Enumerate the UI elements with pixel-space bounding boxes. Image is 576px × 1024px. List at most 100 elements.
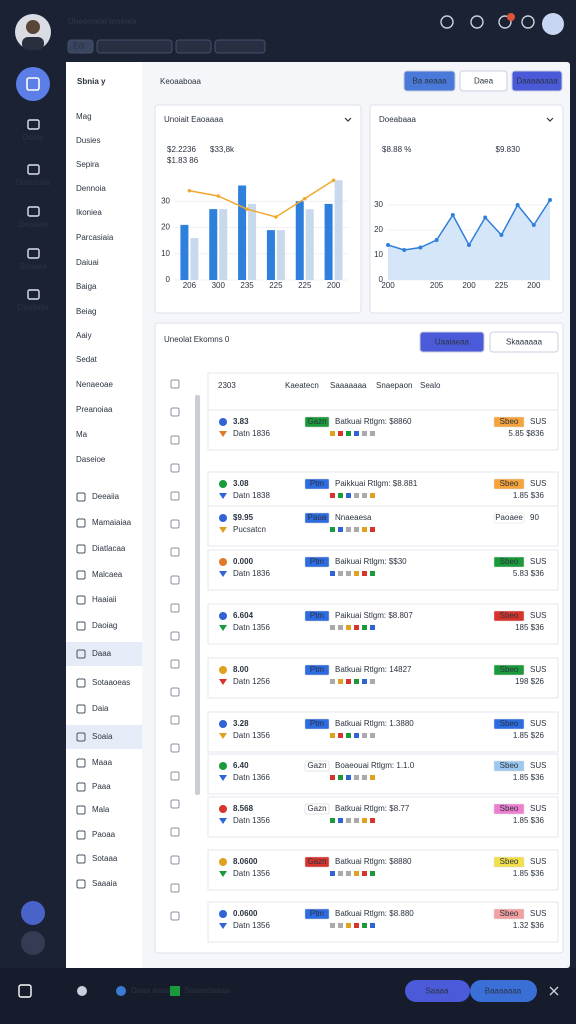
nav-item[interactable]: Ikoniea	[76, 208, 102, 217]
rail-icon[interactable]	[27, 289, 40, 300]
rail-icon[interactable]	[27, 164, 40, 175]
row-tool-icon[interactable]	[170, 883, 180, 893]
nav-item[interactable]: Soaia	[92, 732, 113, 741]
rail-icon[interactable]	[27, 206, 40, 217]
table-row[interactable]	[207, 505, 559, 547]
nav-item[interactable]: Sepira	[76, 160, 100, 169]
header-icon[interactable]	[521, 15, 535, 29]
row-tool-icon[interactable]	[170, 715, 180, 725]
rail-home[interactable]	[16, 67, 50, 101]
tab[interactable]	[214, 39, 266, 54]
row-tool-icon[interactable]	[170, 771, 180, 781]
footer-icon[interactable]	[116, 986, 126, 996]
nav-item[interactable]: Haaiaii	[92, 595, 117, 604]
header-icon[interactable]	[440, 15, 454, 29]
nav-item[interactable]: Baiga	[76, 282, 97, 291]
user-avatar[interactable]	[542, 13, 564, 35]
nav-item[interactable]: Daia	[92, 704, 109, 713]
row-number: 8.00	[233, 665, 249, 674]
table-row[interactable]	[207, 549, 559, 591]
nav-item[interactable]: Dusies	[76, 136, 100, 145]
rail-action[interactable]	[21, 901, 45, 925]
nav-item[interactable]: Diatlacaa	[92, 544, 126, 553]
row-tool-icon[interactable]	[170, 463, 180, 473]
nav-item[interactable]: Sotaaa	[92, 854, 118, 863]
nav-item[interactable]: Maaa	[92, 758, 113, 767]
row-tool-icon[interactable]	[170, 547, 180, 557]
nav-item[interactable]: Paoaa	[92, 830, 116, 839]
nav-item[interactable]: Daoiag	[92, 621, 117, 630]
nav-item[interactable]: Parcasiaia	[76, 233, 114, 242]
nav-item[interactable]: Mag	[76, 112, 92, 121]
close-icon[interactable]	[549, 986, 559, 996]
nav-item[interactable]: Daaa	[92, 649, 112, 658]
row-tool-icon[interactable]	[170, 911, 180, 921]
footer-item[interactable]: Daaa aaaa	[131, 986, 171, 995]
table-row[interactable]	[207, 409, 559, 451]
table-row[interactable]	[207, 901, 559, 943]
row-tool-icon[interactable]	[170, 407, 180, 417]
nav-item[interactable]: Mamaiaiaa	[92, 518, 132, 527]
nav-item[interactable]: Nenaeoae	[76, 380, 113, 389]
chevron[interactable]	[344, 117, 352, 122]
row-tool-icon[interactable]	[170, 799, 180, 809]
nav-item[interactable]: Daiuai	[76, 258, 99, 267]
row-tool-icon[interactable]	[170, 631, 180, 641]
nav-item[interactable]: Aaiy	[76, 331, 92, 340]
header-button[interactable]	[403, 70, 456, 92]
footer-button[interactable]	[470, 980, 537, 1002]
table-row[interactable]	[207, 849, 559, 891]
footer-icon[interactable]	[77, 986, 87, 996]
row-tool-icon[interactable]	[170, 659, 180, 669]
nav-item[interactable]: Ma	[76, 430, 88, 439]
row-rating	[330, 775, 335, 780]
footer-icon[interactable]	[18, 984, 32, 998]
header-icon[interactable]	[498, 15, 512, 29]
footer-item[interactable]: Saaaaoaaaa	[184, 986, 230, 995]
row-tag-label: Ptm	[310, 479, 325, 488]
row-tool-icon[interactable]	[170, 827, 180, 837]
nav-item[interactable]: Saaaia	[92, 879, 117, 888]
rail-action[interactable]	[21, 931, 45, 955]
table-row[interactable]	[207, 711, 559, 753]
table-row[interactable]	[207, 753, 559, 795]
header-button[interactable]	[511, 70, 563, 92]
nav-item[interactable]: Sotaaoeas	[92, 678, 130, 687]
nav-item[interactable]: Daseioe	[76, 455, 106, 464]
rail-icon[interactable]	[27, 248, 40, 259]
header-icon[interactable]	[470, 15, 484, 29]
footer-button[interactable]	[405, 980, 470, 1002]
nav-item[interactable]: Mala	[92, 805, 110, 814]
row-tool-icon[interactable]	[170, 435, 180, 445]
tab[interactable]	[96, 39, 173, 54]
rail-icon[interactable]	[27, 119, 40, 130]
footer-icon[interactable]	[170, 986, 180, 996]
table-button[interactable]	[489, 331, 559, 353]
table-button[interactable]	[419, 331, 485, 353]
table-row[interactable]	[207, 657, 559, 699]
nav-item[interactable]: Sedat	[76, 355, 98, 364]
chevron[interactable]	[546, 117, 554, 122]
row-rating	[330, 923, 335, 928]
row-tool-icon[interactable]	[170, 379, 180, 389]
nav-item[interactable]: Preanoiaa	[76, 405, 113, 414]
row-tool-icon[interactable]	[170, 603, 180, 613]
tab[interactable]	[175, 39, 212, 54]
row-tool-icon[interactable]	[170, 743, 180, 753]
header-button[interactable]	[459, 70, 508, 92]
nav-item[interactable]: Paaa	[92, 782, 111, 791]
nav-item[interactable]: Beiag	[76, 307, 96, 316]
row-tool-icon[interactable]	[170, 575, 180, 585]
row-tool-icon[interactable]	[170, 491, 180, 501]
row-tool-icon[interactable]	[170, 519, 180, 529]
table-row[interactable]	[207, 603, 559, 645]
x-tick-label: 200	[462, 281, 476, 290]
nav-item[interactable]: Dennoia	[76, 184, 106, 193]
tab[interactable]	[67, 39, 94, 54]
nav-item[interactable]: Deeaiia	[92, 492, 120, 501]
nav-item[interactable]: Malcaea	[92, 570, 123, 579]
table-row[interactable]	[207, 796, 559, 838]
row-rating	[354, 923, 359, 928]
row-tool-icon[interactable]	[170, 687, 180, 697]
row-tool-icon[interactable]	[170, 855, 180, 865]
